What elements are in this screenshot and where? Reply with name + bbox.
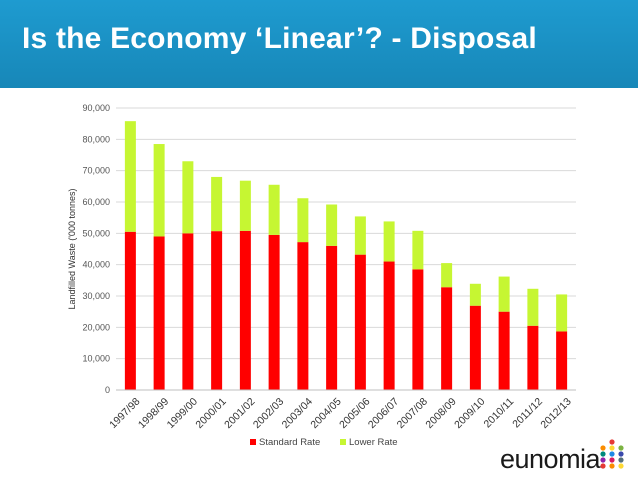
y-tick-label: 30,000 (82, 291, 110, 301)
bar-standard-rate-2005-06 (354, 254, 366, 390)
bar-lower-rate-2002-03 (268, 184, 280, 235)
y-tick-label: 90,000 (82, 103, 110, 113)
y-tick-label: 80,000 (82, 134, 110, 144)
bar-standard-rate-1999-00 (182, 233, 194, 390)
bar-lower-rate-1997-98 (124, 121, 136, 232)
bar-lower-rate-2000-01 (211, 176, 223, 232)
x-tick-label: 2005/06 (337, 396, 372, 431)
bar-standard-rate-2006-07 (383, 261, 395, 390)
x-tick-label: 2006/07 (366, 396, 401, 431)
logo-dot (618, 451, 624, 457)
bar-standard-rate-2002-03 (268, 234, 280, 390)
y-tick-label: 70,000 (82, 166, 110, 176)
legend-swatch-lower-rate (340, 439, 346, 445)
y-tick-label: 20,000 (82, 322, 110, 332)
bar-lower-rate-2003-04 (297, 198, 309, 243)
bar-lower-rate-2005-06 (354, 216, 366, 255)
bar-standard-rate-2003-04 (297, 242, 309, 390)
x-tick-label: 1997/98 (107, 396, 142, 431)
logo-dot (600, 463, 606, 469)
bar-lower-rate-2011-12 (527, 288, 539, 326)
bar-standard-rate-2010-11 (498, 311, 510, 390)
eunomia-logo: eunomia (500, 438, 630, 474)
logo-dot (600, 457, 606, 463)
bar-standard-rate-2011-12 (527, 325, 539, 390)
bar-lower-rate-2001-02 (239, 180, 251, 231)
logo-dot (618, 457, 624, 463)
chart-area: 0 10,000 20,000 30,000 40,000 50,000 60,000 70,… (0, 88, 638, 479)
x-tick-label: 1999/00 (165, 396, 200, 431)
logo-dot (600, 451, 606, 457)
logo-dot (618, 463, 624, 469)
x-tick-label: 2008/09 (423, 396, 458, 431)
logo-dot (609, 451, 615, 457)
bar-standard-rate-2012-13 (556, 331, 568, 390)
logo-dot (600, 445, 606, 451)
logo-dots-icon (600, 439, 624, 469)
y-tick-label: 10,000 (82, 354, 110, 364)
bar-lower-rate-1998-99 (153, 144, 165, 237)
bar-standard-rate-1997-98 (124, 231, 136, 390)
slide-title: Is the Economy ‘Linear’? - Disposal (22, 22, 537, 55)
logo-dot (609, 463, 615, 469)
y-tick-label: 40,000 (82, 260, 110, 270)
bar-standard-rate-2009-10 (469, 305, 481, 390)
bar-lower-rate-2006-07 (383, 221, 395, 262)
x-tick-label: 1998/99 (136, 396, 171, 431)
bar-standard-rate-1998-99 (153, 236, 165, 390)
bar-lower-rate-1999-00 (182, 161, 194, 234)
bar-lower-rate-2012-13 (556, 294, 568, 332)
x-tick-label: 2002/03 (251, 396, 286, 431)
x-tick-label: 2003/04 (280, 396, 315, 431)
y-tick-label: 60,000 (82, 197, 110, 207)
bar-standard-rate-2008-09 (441, 287, 453, 390)
x-tick-label: 2000/01 (193, 396, 228, 431)
slide-header: Is the Economy ‘Linear’? - Disposal (0, 0, 638, 88)
x-tick-label: 2007/08 (395, 396, 430, 431)
legend-swatch-standard-rate (250, 439, 256, 445)
bar-lower-rate-2008-09 (441, 263, 453, 288)
bar-lower-rate-2009-10 (469, 283, 481, 306)
bar-standard-rate-2004-05 (326, 245, 338, 390)
legend-label-lower-rate: Lower Rate (349, 437, 398, 448)
legend-label-standard-rate: Standard Rate (259, 437, 320, 448)
bar-standard-rate-2007-08 (412, 269, 424, 390)
bar-lower-rate-2004-05 (326, 204, 338, 246)
y-tick-label: 50,000 (82, 228, 110, 238)
x-tick-label: 2001/02 (222, 396, 257, 431)
logo-dot (618, 445, 624, 451)
logo-dot (609, 457, 615, 463)
bar-standard-rate-2001-02 (239, 230, 251, 390)
bar-standard-rate-2000-01 (211, 231, 223, 390)
x-tick-label: 2010/11 (481, 396, 516, 431)
y-axis-label: Landfilled Waste ('000 tonnes) (67, 189, 77, 310)
x-tick-label: 2004/05 (308, 396, 343, 431)
y-tick-label: 0 (105, 385, 110, 395)
logo-dot (609, 445, 615, 451)
x-tick-label: 2009/10 (452, 396, 487, 431)
bar-lower-rate-2007-08 (412, 230, 424, 270)
bar-lower-rate-2010-11 (498, 276, 510, 312)
logo-wordmark: eunomia (500, 444, 601, 474)
stacked-bar-chart: 0 10,000 20,000 30,000 40,000 50,000 60,000 70,… (67, 103, 576, 448)
x-tick-label: 2012/13 (538, 396, 573, 431)
logo-dot (609, 439, 615, 445)
